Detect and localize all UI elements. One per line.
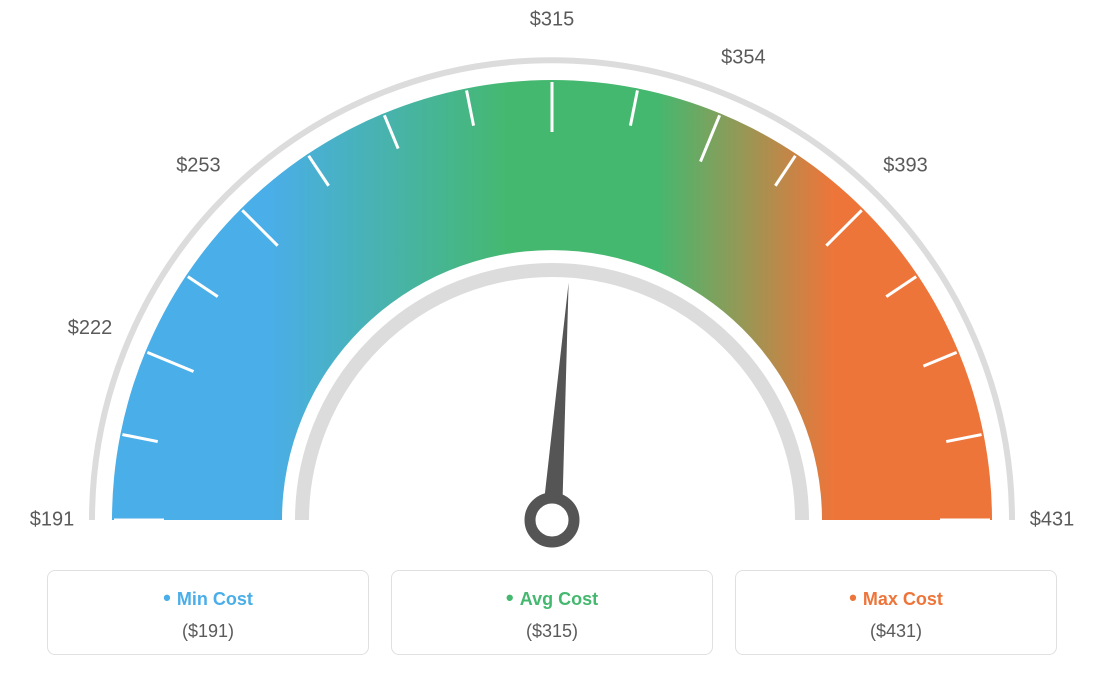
gauge-needle	[542, 283, 569, 521]
legend-max-card: Max Cost ($431)	[735, 570, 1057, 655]
gauge-tick-label: $354	[721, 46, 766, 68]
gauge-tick-label: $222	[68, 317, 113, 339]
legend-min-card: Min Cost ($191)	[47, 570, 369, 655]
gauge-tick-label: $253	[176, 155, 221, 177]
gauge-container: $191 $222 $253 $315 $354 $393 $431	[0, 0, 1104, 570]
legend-max-value: ($431)	[736, 621, 1056, 642]
cost-gauge: $191 $222 $253 $315 $354 $393 $431	[0, 0, 1104, 570]
legend-min-label: Min Cost	[48, 585, 368, 611]
legend-max-label: Max Cost	[736, 585, 1056, 611]
legend-avg-label: Avg Cost	[392, 585, 712, 611]
legend-avg-value: ($315)	[392, 621, 712, 642]
legend-min-value: ($191)	[48, 621, 368, 642]
gauge-tick-label: $191	[30, 508, 75, 530]
legend-avg-card: Avg Cost ($315)	[391, 570, 713, 655]
legend-row: Min Cost ($191) Avg Cost ($315) Max Cost…	[0, 570, 1104, 655]
gauge-needle-hub	[530, 498, 574, 542]
gauge-tick-label: $431	[1030, 508, 1075, 530]
gauge-tick-label: $315	[530, 8, 575, 30]
gauge-tick-label: $393	[883, 155, 928, 177]
